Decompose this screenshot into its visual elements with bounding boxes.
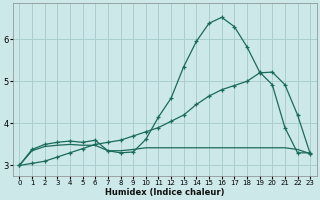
X-axis label: Humidex (Indice chaleur): Humidex (Indice chaleur) <box>105 188 225 197</box>
